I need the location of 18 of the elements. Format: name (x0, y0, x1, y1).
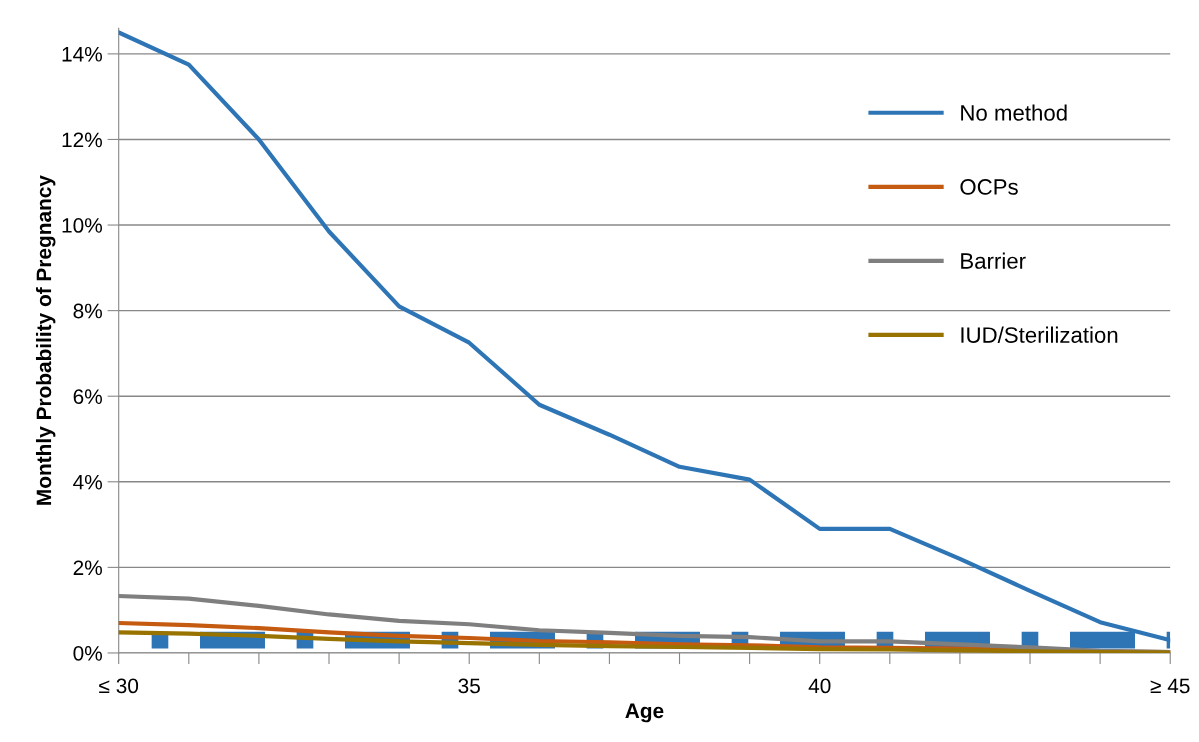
y-tick-label: 6% (73, 389, 102, 404)
y-axis-title: Monthly Probability of Pregnancy (35, 175, 56, 505)
y-tick-label: 4% (73, 474, 102, 490)
y-tick-label: 12% (62, 132, 102, 148)
y-tick-label: 8% (73, 303, 102, 319)
x-tick-label: 40 (808, 678, 831, 694)
legend-label: OCPs (960, 179, 1018, 195)
legend-label: IUD/Sterilization (961, 326, 1118, 343)
legend-label: Barrier (961, 252, 1026, 269)
y-tick-label: 14% (62, 46, 102, 62)
legend-label: No method (961, 104, 1067, 121)
x-tick-label: ≥ 45 (1150, 678, 1190, 694)
y-tick-label: 2% (73, 560, 102, 576)
y-tick-label: 0% (73, 645, 102, 661)
x-tick-label: ≤ 30 (99, 678, 139, 694)
y-tick-label: 10% (62, 218, 102, 233)
x-tick-label: 35 (458, 678, 480, 694)
x-axis-title: Age (625, 703, 664, 723)
